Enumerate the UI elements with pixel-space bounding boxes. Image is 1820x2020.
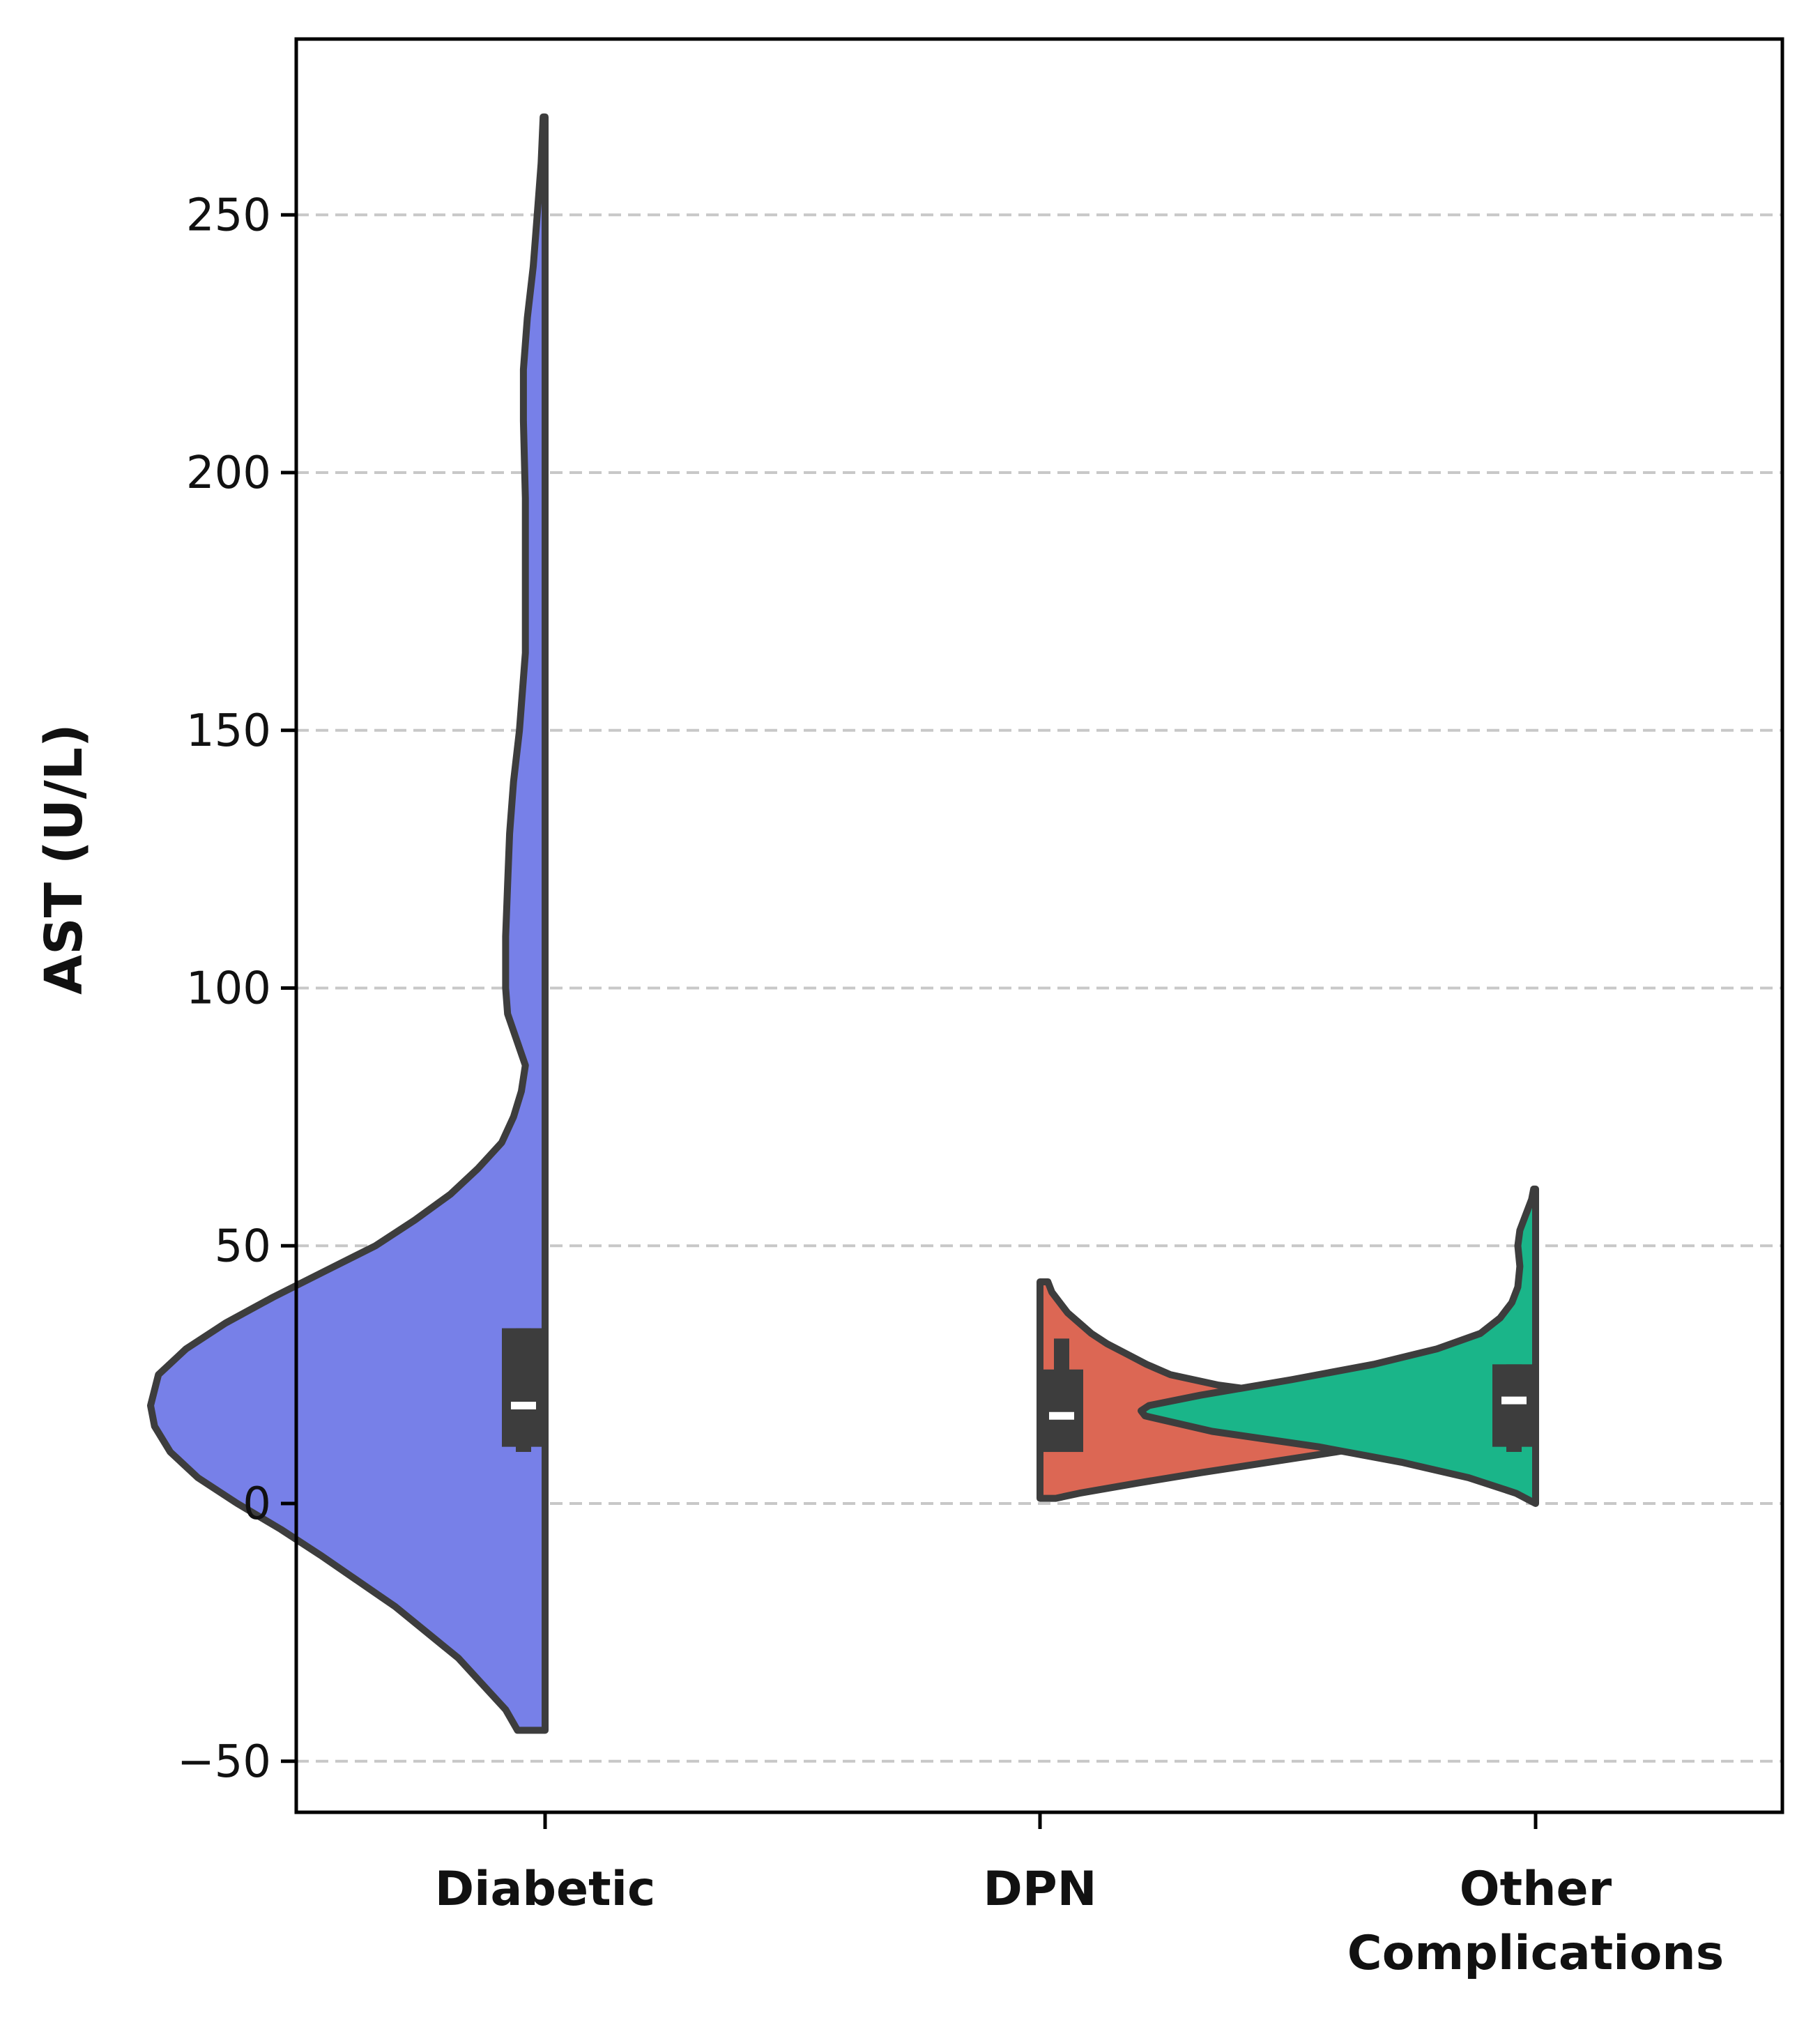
x-tick-label: Complications <box>1347 1926 1724 1981</box>
y-tick-label: 50 <box>215 1221 271 1272</box>
violin-other-complications <box>1138 1185 1539 1507</box>
y-tick-label: 150 <box>186 705 271 757</box>
x-tick-label: Diabetic <box>435 1862 656 1917</box>
violins <box>147 113 1539 1734</box>
violin-diabetic <box>147 113 549 1734</box>
box-iqr <box>1040 1369 1083 1453</box>
box-iqr <box>1492 1364 1536 1447</box>
x-tick-label: Other <box>1460 1862 1612 1917</box>
x-axis-ticks: Diabetic DPN Other Complications <box>435 1812 1724 1981</box>
box-iqr <box>502 1328 545 1447</box>
y-axis-title: AST (U/L) <box>34 724 94 995</box>
box-plots <box>502 1328 1536 1453</box>
y-tick-label: −50 <box>177 1736 271 1788</box>
x-tick-label: DPN <box>983 1862 1096 1917</box>
y-tick-label: 0 <box>243 1478 271 1530</box>
y-tick-label: 250 <box>186 190 271 241</box>
y-axis-ticks: −50 0 50 100 150 200 250 <box>177 190 296 1788</box>
y-tick-label: 100 <box>186 963 271 1015</box>
y-tick-label: 200 <box>186 447 271 499</box>
